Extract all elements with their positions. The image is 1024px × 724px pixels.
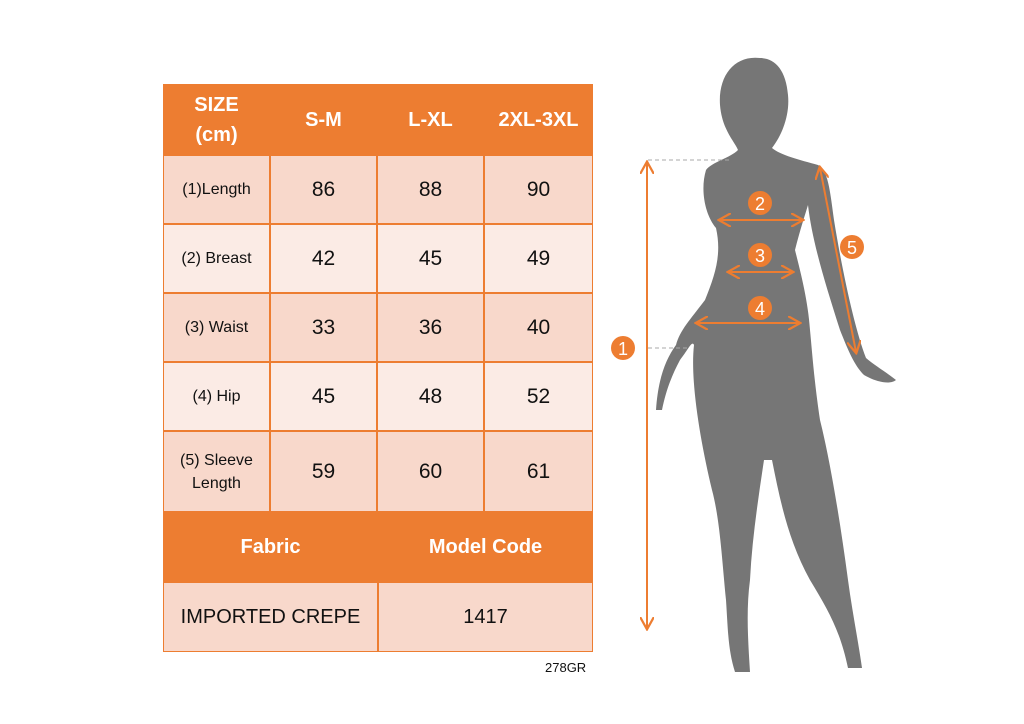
row-label-line1: (5) Sleeve xyxy=(180,451,253,469)
footer-value-row: IMPORTED CREPE 1417 xyxy=(163,582,593,652)
row-label: (2) Breast xyxy=(163,224,270,293)
svg-text:2: 2 xyxy=(755,194,765,214)
row-label: (1)Length xyxy=(163,155,270,224)
marker-2-icon: 2 xyxy=(748,191,772,215)
cell: 48 xyxy=(377,362,484,431)
table-row: (1)Length 86 88 90 xyxy=(163,155,593,224)
cell: 59 xyxy=(270,431,377,512)
sleeve-arrow xyxy=(820,168,856,352)
header-s-m: S-M xyxy=(270,84,377,155)
footer-header-row: Fabric Model Code xyxy=(163,512,593,582)
cell: 45 xyxy=(270,362,377,431)
header-size-line2: (cm) xyxy=(195,123,238,146)
marker-1-icon: 1 xyxy=(611,336,635,360)
marker-4-icon: 4 xyxy=(748,296,772,320)
cell: 88 xyxy=(377,155,484,224)
cell: 61 xyxy=(484,431,593,512)
model-code-value: 1417 xyxy=(378,582,593,652)
size-chart-table: SIZE (cm) S-M L-XL 2XL-3XL (1)Length 86 8… xyxy=(163,84,593,652)
cell: 60 xyxy=(377,431,484,512)
cell: 45 xyxy=(377,224,484,293)
cell: 86 xyxy=(270,155,377,224)
model-code-header: Model Code xyxy=(378,512,593,582)
table-row: (3) Waist 33 36 40 xyxy=(163,293,593,362)
svg-text:4: 4 xyxy=(755,299,765,319)
fabric-value: IMPORTED CREPE xyxy=(163,582,378,652)
header-2xl-3xl: 2XL-3XL xyxy=(484,84,593,155)
svg-text:3: 3 xyxy=(755,246,765,266)
cell: 52 xyxy=(484,362,593,431)
header-size-line1: SIZE xyxy=(194,93,239,116)
fabric-header: Fabric xyxy=(163,512,378,582)
table-row: (2) Breast 42 45 49 xyxy=(163,224,593,293)
svg-text:5: 5 xyxy=(847,238,857,258)
cell: 36 xyxy=(377,293,484,362)
row-label-line2: Length xyxy=(192,474,241,492)
marker-3-icon: 3 xyxy=(748,243,772,267)
body-silhouette-figure: 1 2 3 4 5 xyxy=(611,57,896,672)
header-l-xl: L-XL xyxy=(377,84,484,155)
row-label: (3) Waist xyxy=(163,293,270,362)
product-code: 278GR xyxy=(545,660,587,675)
header-size: SIZE (cm) xyxy=(163,84,270,155)
cell: 90 xyxy=(484,155,593,224)
svg-text:1: 1 xyxy=(618,339,628,359)
woman-silhouette xyxy=(656,57,896,672)
row-label: (4) Hip xyxy=(163,362,270,431)
table-row: (4) Hip 45 48 52 xyxy=(163,362,593,431)
cell: 40 xyxy=(484,293,593,362)
cell: 49 xyxy=(484,224,593,293)
cell: 42 xyxy=(270,224,377,293)
header-row: SIZE (cm) S-M L-XL 2XL-3XL xyxy=(163,84,593,155)
cell: 33 xyxy=(270,293,377,362)
marker-5-icon: 5 xyxy=(840,235,864,259)
table-row: (5) Sleeve Length 59 60 61 xyxy=(163,431,593,512)
row-label: (5) Sleeve Length xyxy=(163,431,270,512)
